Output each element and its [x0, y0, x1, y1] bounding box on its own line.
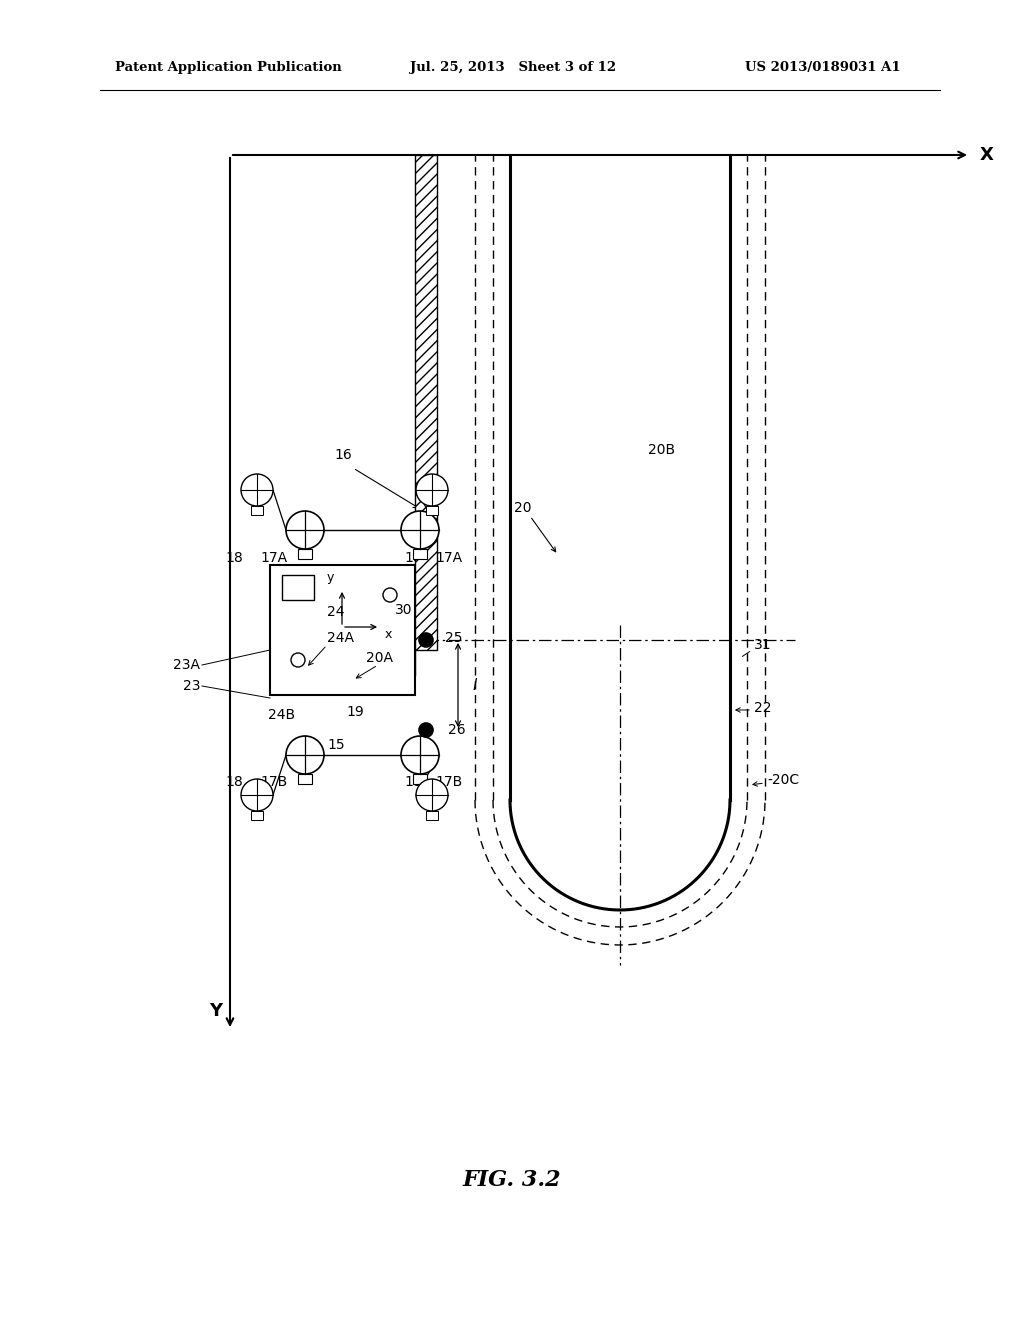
- Text: 26: 26: [449, 723, 466, 737]
- Text: Y: Y: [210, 1002, 222, 1020]
- Circle shape: [291, 653, 305, 667]
- Bar: [415, 154, 437, 649]
- Text: 25: 25: [445, 631, 463, 645]
- Circle shape: [286, 511, 324, 549]
- Text: 24B: 24B: [268, 708, 295, 722]
- Text: 15: 15: [327, 738, 345, 752]
- Circle shape: [416, 474, 449, 506]
- Text: x: x: [385, 628, 392, 642]
- Circle shape: [419, 723, 433, 737]
- Text: US 2013/0189031 A1: US 2013/0189031 A1: [745, 62, 901, 74]
- Bar: [415, 154, 437, 649]
- Circle shape: [241, 474, 273, 506]
- Text: 24: 24: [327, 605, 344, 619]
- Bar: [251, 506, 263, 515]
- Text: 31: 31: [754, 638, 772, 652]
- Bar: [282, 576, 314, 601]
- Text: 20B: 20B: [648, 444, 675, 457]
- Text: -20C: -20C: [767, 774, 799, 787]
- Text: 20: 20: [514, 502, 531, 515]
- Text: 18: 18: [404, 550, 422, 565]
- Text: 18: 18: [225, 550, 243, 565]
- Text: 17A: 17A: [260, 550, 287, 565]
- Text: 19: 19: [346, 705, 364, 719]
- Text: 20A: 20A: [366, 651, 393, 665]
- Bar: [251, 810, 263, 820]
- Text: 22: 22: [754, 701, 771, 715]
- Circle shape: [286, 737, 324, 774]
- Text: 18: 18: [404, 775, 422, 789]
- Text: Patent Application Publication: Patent Application Publication: [115, 62, 342, 74]
- Circle shape: [419, 634, 433, 647]
- Text: 24A: 24A: [327, 631, 354, 645]
- Text: FIG. 3.2: FIG. 3.2: [463, 1170, 561, 1191]
- Bar: [413, 774, 427, 784]
- Circle shape: [401, 511, 439, 549]
- Text: 17A: 17A: [435, 550, 462, 565]
- Text: 30: 30: [395, 603, 413, 616]
- Bar: [298, 774, 312, 784]
- Circle shape: [383, 587, 397, 602]
- Circle shape: [401, 737, 439, 774]
- Circle shape: [416, 779, 449, 810]
- Text: l: l: [472, 677, 476, 693]
- Bar: [270, 565, 415, 696]
- Bar: [426, 810, 438, 820]
- Bar: [298, 549, 312, 558]
- Bar: [426, 506, 438, 515]
- Text: 17B: 17B: [435, 775, 462, 789]
- Text: 16: 16: [334, 447, 352, 462]
- Text: 18: 18: [225, 775, 243, 789]
- Text: 23A: 23A: [173, 657, 200, 672]
- Text: X: X: [980, 147, 994, 164]
- Text: 23: 23: [182, 678, 200, 693]
- Text: 17B: 17B: [260, 775, 288, 789]
- Bar: [413, 549, 427, 558]
- Circle shape: [241, 779, 273, 810]
- Text: Jul. 25, 2013   Sheet 3 of 12: Jul. 25, 2013 Sheet 3 of 12: [410, 62, 616, 74]
- Text: y: y: [327, 572, 334, 583]
